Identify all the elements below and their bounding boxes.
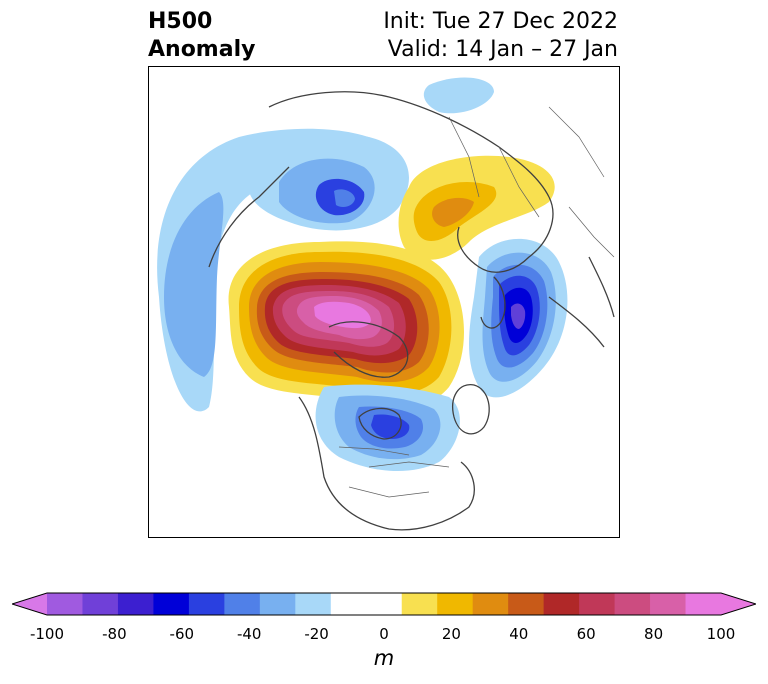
- colorbar-cell: [472, 593, 509, 615]
- colorbar-cell: [437, 593, 474, 615]
- coast-europe: [457, 196, 554, 273]
- colorbar-tick-label: 40: [509, 625, 529, 643]
- anomaly-top-blue: [423, 77, 494, 114]
- border-7: [568, 206, 615, 258]
- anomaly-north-center: [334, 189, 355, 207]
- colorbar-cell: [295, 593, 332, 615]
- colorbar-cell: [508, 593, 545, 615]
- colorbar-cell: [366, 593, 403, 615]
- colorbar-tick-label: -40: [236, 625, 262, 643]
- init-time: Init: Tue 27 Dec 2022: [383, 9, 618, 34]
- colorbar-tick-label: 100: [706, 625, 736, 643]
- coast-north-america: [298, 396, 475, 531]
- coastlines: [208, 91, 615, 531]
- colorbar-cell: [259, 593, 296, 615]
- anomaly-west-inner: [164, 192, 224, 377]
- colorbar-tick-label: -20: [304, 625, 329, 643]
- border-1: [498, 146, 540, 218]
- title-left: H500 Anomaly: [148, 8, 255, 64]
- map-canvas: [157, 77, 615, 531]
- colorbar-cell: [47, 593, 83, 615]
- coast-eurasia-north: [268, 91, 550, 198]
- colorbar-tick-label: 60: [576, 625, 596, 643]
- colorbar-tick-label: 20: [441, 625, 461, 643]
- colorbar-cell: [224, 593, 261, 615]
- colorbar-cell: [82, 593, 119, 615]
- colorbar-tick-label: 0: [379, 625, 389, 643]
- coast-hudson-bay: [358, 407, 402, 440]
- colorbar-cell: [117, 593, 154, 615]
- colorbar-cell: [330, 593, 367, 615]
- coast-mediterranean: [548, 296, 605, 348]
- anomaly-east-pos-inner: [432, 197, 474, 227]
- colorbar-tick-label: -60: [169, 625, 195, 643]
- colorbar-tick-label: -100: [29, 625, 65, 643]
- colorbar-outline: [12, 592, 756, 616]
- border-4: [348, 486, 430, 498]
- colorbar-over-arrow: [721, 593, 756, 615]
- colorbar-cell: [543, 593, 580, 615]
- coast-arctic-islands: [328, 321, 409, 378]
- colorbar-cell: [401, 593, 438, 615]
- colorbar-units: m: [373, 646, 395, 670]
- anomaly-south-neg-50: [371, 414, 410, 439]
- coast-greenland: [452, 384, 490, 435]
- border-6: [548, 106, 605, 178]
- colorbar-cell: [153, 593, 190, 615]
- valid-period: Valid: 14 Jan – 27 Jan: [387, 37, 618, 62]
- anomaly-map: [148, 66, 620, 538]
- border-5: [338, 446, 410, 456]
- borders: [338, 106, 615, 498]
- anomaly-east-neg-70: [511, 303, 526, 329]
- colorbar-cell: [579, 593, 616, 615]
- colorbar-cells: [47, 593, 722, 615]
- border-2: [448, 116, 480, 198]
- colorbar-cell: [614, 593, 651, 615]
- title-right: Init: Tue 27 Dec 2022 Valid: 14 Jan – 27…: [383, 8, 618, 64]
- coast-africa-edge: [588, 256, 615, 318]
- coast-asia-east: [208, 166, 290, 268]
- colorbar-under-arrow: [12, 593, 47, 615]
- colorbar-tick-label: 80: [644, 625, 664, 643]
- title-variable: H500: [148, 9, 213, 34]
- colorbar-cell: [188, 593, 225, 615]
- colorbar-cell: [650, 593, 687, 615]
- colorbar: [12, 592, 756, 616]
- colorbar-tick-label: -80: [102, 625, 127, 643]
- border-3: [368, 461, 450, 468]
- colorbar-cell: [685, 593, 722, 615]
- title-type: Anomaly: [148, 37, 256, 62]
- coast-scandinavia: [480, 276, 506, 329]
